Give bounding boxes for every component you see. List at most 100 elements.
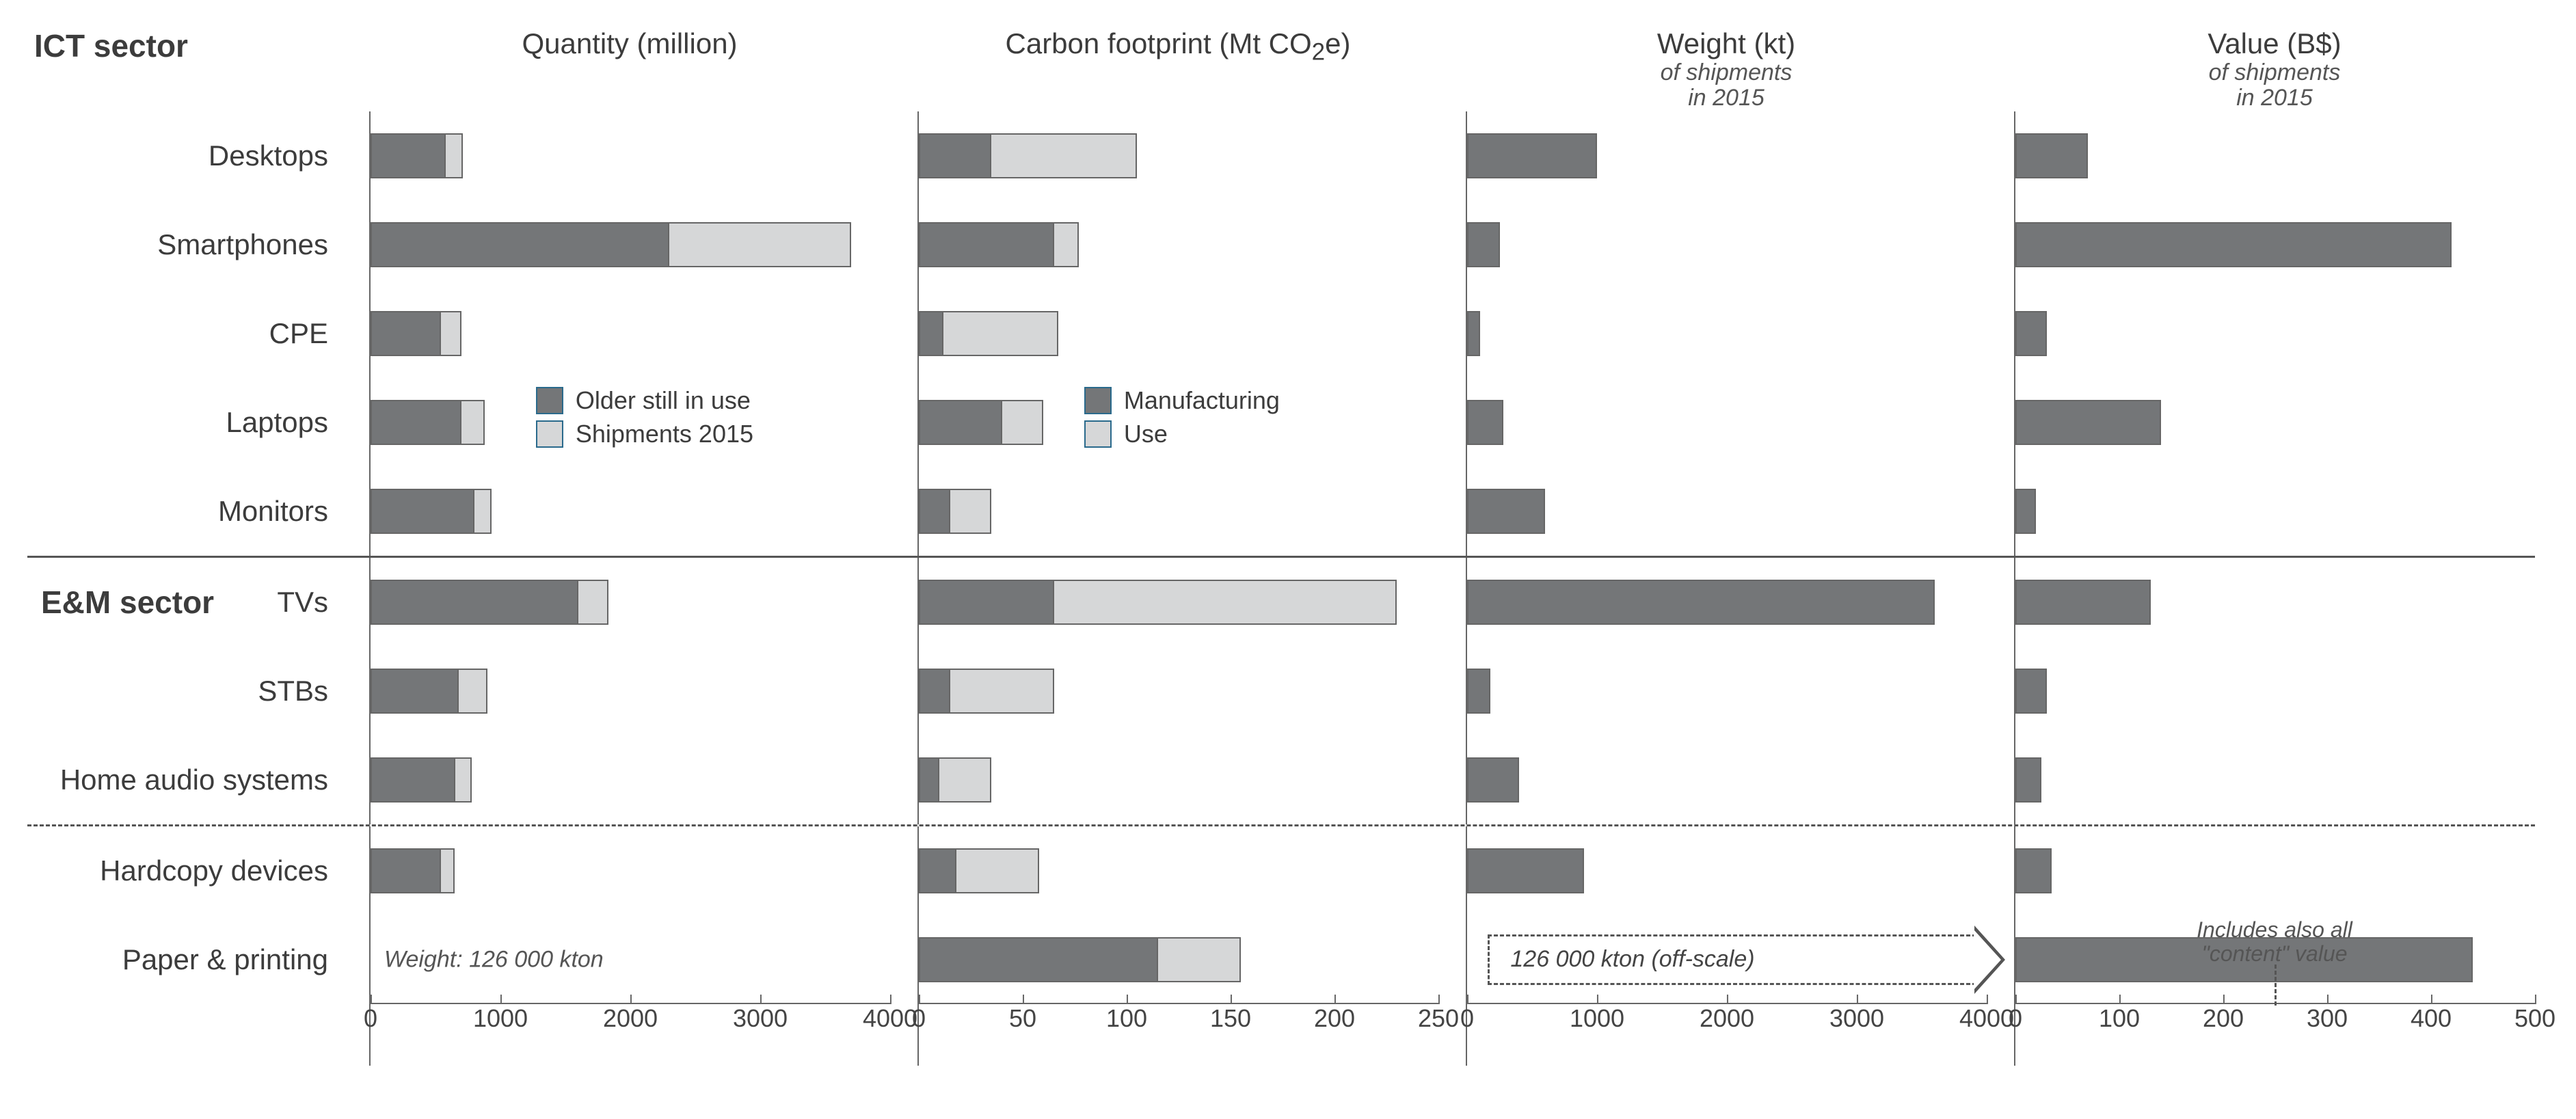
axis-tick: 500: [2514, 1004, 2555, 1033]
bar: [919, 848, 1438, 893]
bar-slot: [2014, 826, 2535, 915]
bar: [919, 937, 1438, 982]
legend-label: Manufacturing: [1124, 385, 1280, 416]
bar: [919, 669, 1438, 714]
axis-tick: 4000: [863, 1004, 917, 1033]
bar: [371, 133, 890, 178]
legend-swatch: [1084, 420, 1112, 448]
axis-tick: 50: [1009, 1004, 1036, 1033]
bar: [371, 311, 890, 356]
bar: [919, 489, 1438, 534]
bar-segment-dark: [371, 222, 669, 267]
bar-segment-dark: [1467, 669, 1490, 714]
axis-tick: 0: [2009, 1004, 2022, 1033]
column-title: Quantity (million): [369, 27, 890, 60]
axis-tick: 150: [1210, 1004, 1251, 1033]
cell-carbon: [917, 200, 1438, 289]
bar: [371, 580, 890, 625]
bar-segment-dark: [919, 669, 950, 714]
bar: [2015, 133, 2535, 178]
cell-weight: [1466, 200, 1987, 289]
axis-tick: 200: [1314, 1004, 1355, 1033]
bar: [1467, 222, 1987, 267]
cell-carbon: [917, 915, 1438, 1004]
quantity-note: Weight: 126 000 kton: [384, 946, 604, 973]
bar-segment-light: [1002, 400, 1044, 445]
legend-item: Manufacturing: [1084, 385, 1280, 416]
bar-segment-light: [950, 489, 992, 534]
axis-tick: 1000: [1570, 1004, 1624, 1033]
bar-segment-dark: [1467, 580, 1935, 625]
axis-tick: 200: [2203, 1004, 2244, 1033]
bar: [2015, 222, 2535, 267]
bar-segment-dark: [919, 222, 1054, 267]
bar-segment-dark: [1467, 757, 1519, 803]
cell-value: [2014, 289, 2535, 378]
bar-segment-light: [461, 400, 485, 445]
bar-slot: [2014, 378, 2535, 467]
bar-segment-dark: [371, 757, 455, 803]
bar-segment-dark: [371, 669, 459, 714]
bar-segment-dark: [1467, 489, 1545, 534]
cell-carbon: [917, 558, 1438, 647]
row-label: STBs: [27, 647, 342, 736]
axis-tick: 2000: [603, 1004, 658, 1033]
bar-slot: [1466, 647, 1987, 736]
bar-slot: [369, 200, 890, 289]
bar-slot: [369, 826, 890, 915]
bar-slot: Weight: 126 000 kton: [369, 915, 890, 1004]
cell-value: [2014, 736, 2535, 824]
bar-segment-light: [991, 133, 1137, 178]
bar-segment-light: [939, 757, 991, 803]
bar-slot: [2014, 111, 2535, 200]
bar-segment-light: [441, 311, 461, 356]
bar: [1467, 400, 1987, 445]
bar: [2015, 580, 2535, 625]
cell-weight: [1466, 736, 1987, 824]
bar-segment-dark: [919, 400, 1002, 445]
bar-segment-light: [455, 757, 472, 803]
bar-segment-dark: [2015, 311, 2047, 356]
cell-weight: [1466, 647, 1987, 736]
column-subtitle: of shipmentsin 2015: [2014, 60, 2535, 111]
bar-slot: [917, 467, 1438, 556]
legend-carbon: ManufacturingUse: [1084, 382, 1280, 452]
bar-segment-light: [1054, 580, 1397, 625]
axis-weight: 01000200030004000: [1466, 1004, 1987, 1066]
bar-segment-dark: [2015, 133, 2088, 178]
column-header-quantity: Quantity (million): [369, 27, 890, 111]
bar-slot: [369, 736, 890, 824]
row-label: Paper & printing: [27, 915, 342, 1004]
cell-quantity: Weight: 126 000 kton: [369, 915, 890, 1004]
axis-baseline: [371, 1003, 890, 1004]
cell-value: [2014, 647, 2535, 736]
axis-baseline: [1467, 1003, 1987, 1004]
legend-label: Use: [1124, 418, 1168, 449]
bar-segment-dark: [2015, 400, 2161, 445]
bar-slot: [2014, 289, 2535, 378]
legend-swatch: [1084, 387, 1112, 414]
bar-segment-dark: [919, 580, 1054, 625]
bar-segment-light: [1054, 222, 1079, 267]
bar-slot: [917, 111, 1438, 200]
row-label: E&M sectorTVs: [27, 558, 342, 647]
cell-quantity: [369, 467, 890, 556]
cell-carbon: ManufacturingUse: [917, 378, 1438, 467]
legend-label: Shipments 2015: [576, 418, 753, 449]
bar-segment-dark: [2015, 489, 2036, 534]
bar: [1467, 848, 1987, 893]
axis-tick: 3000: [1829, 1004, 1884, 1033]
bar: [1467, 311, 1987, 356]
cell-carbon: [917, 467, 1438, 556]
cell-value: [2014, 826, 2535, 915]
bar: [919, 757, 1438, 803]
bar: [2015, 669, 2535, 714]
cell-quantity: [369, 647, 890, 736]
bar-slot: [917, 826, 1438, 915]
bar-segment-dark: [1467, 222, 1500, 267]
bar-slot: [2014, 736, 2535, 824]
cell-value: [2014, 467, 2535, 556]
bar-slot: [917, 647, 1438, 736]
bar-segment-dark: [1467, 848, 1584, 893]
row-label: Smartphones: [27, 200, 342, 289]
